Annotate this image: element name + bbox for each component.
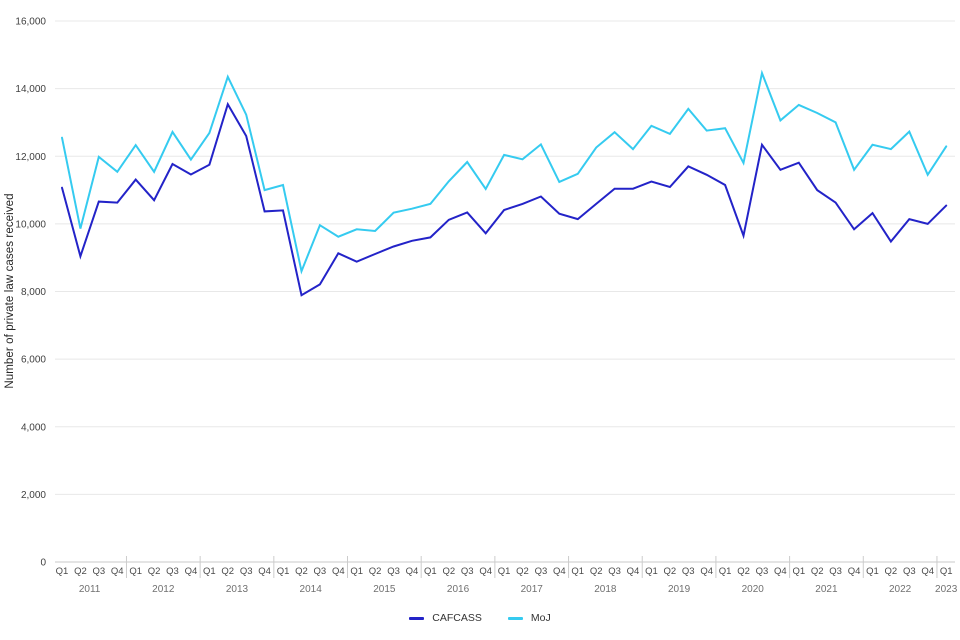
x-quarter-label: Q1 xyxy=(645,566,658,577)
x-year-label: 2018 xyxy=(594,584,617,595)
x-quarter-label: Q1 xyxy=(719,566,732,577)
moj-line-swatch xyxy=(507,616,523,620)
x-quarter-label: Q1 xyxy=(277,566,290,577)
x-quarter-label: Q1 xyxy=(203,566,216,577)
x-quarter-label: Q4 xyxy=(700,566,713,577)
x-quarter-label: Q3 xyxy=(166,566,179,577)
y-tick-label: 8,000 xyxy=(21,287,46,298)
x-year-label: 2023 xyxy=(935,584,958,595)
x-year-label: 2019 xyxy=(668,584,691,595)
x-quarter-label: Q2 xyxy=(369,566,382,577)
x-quarter-label: Q2 xyxy=(148,566,161,577)
x-year-label: 2021 xyxy=(815,584,838,595)
x-quarter-label: Q3 xyxy=(92,566,105,577)
x-quarter-label: Q2 xyxy=(811,566,824,577)
x-quarter-label: Q1 xyxy=(571,566,584,577)
x-quarter-label: Q2 xyxy=(516,566,529,577)
x-quarter-label: Q1 xyxy=(792,566,805,577)
x-quarter-label: Q3 xyxy=(240,566,253,577)
x-quarter-label: Q2 xyxy=(74,566,87,577)
x-quarter-label: Q4 xyxy=(406,566,419,577)
y-tick-label: 2,000 xyxy=(21,490,46,501)
legend-label-moj: MoJ xyxy=(530,612,551,624)
x-quarter-label: Q2 xyxy=(590,566,603,577)
x-year-label: 2013 xyxy=(226,584,249,595)
x-year-label: 2017 xyxy=(521,584,544,595)
y-tick-label: 10,000 xyxy=(15,219,46,230)
y-tick-label: 12,000 xyxy=(15,152,46,163)
x-quarter-label: Q4 xyxy=(627,566,640,577)
x-quarter-label: Q2 xyxy=(442,566,455,577)
y-tick-label: 4,000 xyxy=(21,422,46,433)
y-axis-title: Number of private law cases received xyxy=(4,193,16,389)
y-tick-label: 6,000 xyxy=(21,355,46,366)
x-quarter-label: Q1 xyxy=(498,566,511,577)
x-year-label: 2016 xyxy=(447,584,470,595)
x-quarter-label: Q4 xyxy=(111,566,124,577)
x-quarter-label: Q4 xyxy=(553,566,566,577)
series-line-moj xyxy=(61,69,948,275)
x-quarter-label: Q1 xyxy=(424,566,437,577)
y-tick-label: 14,000 xyxy=(15,84,46,95)
x-quarter-label: Q4 xyxy=(185,566,198,577)
x-quarter-label: Q4 xyxy=(258,566,271,577)
x-quarter-label: Q3 xyxy=(535,566,548,577)
x-quarter-label: Q1 xyxy=(129,566,142,577)
x-quarter-label: Q2 xyxy=(664,566,677,577)
x-quarter-label: Q3 xyxy=(387,566,400,577)
x-quarter-label: Q1 xyxy=(940,566,953,577)
x-quarter-label: Q1 xyxy=(350,566,363,577)
x-quarter-label: Q2 xyxy=(295,566,308,577)
x-quarter-label: Q3 xyxy=(608,566,621,577)
x-year-label: 2011 xyxy=(79,584,101,595)
x-quarter-label: Q4 xyxy=(921,566,934,577)
x-year-label: 2022 xyxy=(889,584,912,595)
x-quarter-label: Q3 xyxy=(682,566,695,577)
x-quarter-label: Q2 xyxy=(221,566,234,577)
x-quarter-label: Q2 xyxy=(885,566,898,577)
x-quarter-label: Q4 xyxy=(774,566,787,577)
x-quarter-label: Q4 xyxy=(479,566,492,577)
legend: CAFCASS MoJ xyxy=(0,612,960,624)
x-quarter-label: Q1 xyxy=(56,566,69,577)
x-quarter-label: Q1 xyxy=(866,566,879,577)
x-quarter-label: Q4 xyxy=(848,566,861,577)
x-year-label: 2020 xyxy=(742,584,765,595)
legend-label-cafcass: CAFCASS xyxy=(432,612,482,624)
x-quarter-label: Q3 xyxy=(903,566,916,577)
x-quarter-label: Q3 xyxy=(756,566,769,577)
x-quarter-label: Q2 xyxy=(737,566,750,577)
x-year-label: 2014 xyxy=(300,584,323,595)
x-quarter-label: Q4 xyxy=(332,566,345,577)
y-tick-label: 0 xyxy=(40,558,46,569)
x-quarter-label: Q3 xyxy=(314,566,327,577)
legend-item-cafcass[interactable]: CAFCASS xyxy=(409,612,482,624)
legend-item-moj[interactable]: MoJ xyxy=(507,612,551,624)
x-quarter-label: Q3 xyxy=(461,566,474,577)
cafcass-line-swatch xyxy=(409,616,425,620)
x-year-label: 2015 xyxy=(373,584,396,595)
x-year-label: 2012 xyxy=(152,584,175,595)
series-line-cafcass xyxy=(61,101,948,297)
y-tick-label: 16,000 xyxy=(15,17,46,28)
x-quarter-label: Q3 xyxy=(829,566,842,577)
